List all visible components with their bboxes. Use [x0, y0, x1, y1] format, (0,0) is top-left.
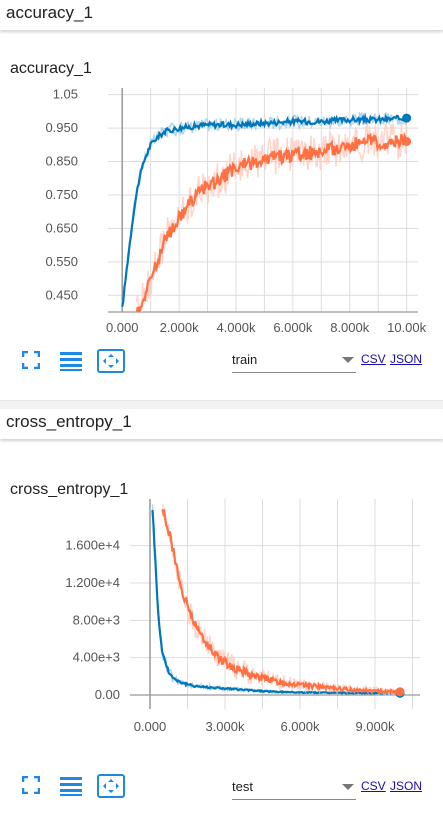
expand-chart-icon[interactable]	[97, 349, 125, 378]
series-orange	[161, 503, 401, 697]
series-shadow-line	[151, 504, 401, 696]
y-tick-label: 4.00e+3	[73, 650, 120, 665]
csv-link[interactable]: CSV	[361, 779, 386, 793]
series-line	[121, 113, 408, 307]
y-tick-label: 0.00	[95, 687, 120, 702]
json-link[interactable]: JSON	[390, 779, 423, 793]
cross-entropy-section: cross_entropy_1 cross_entropy_1 0.00 4.00…	[0, 409, 443, 809]
y-tick-label: 8.00e+3	[73, 612, 120, 627]
fit-domain-icon[interactable]	[21, 350, 41, 374]
x-tick-label: 2.000k	[160, 320, 200, 335]
series-line	[135, 131, 408, 312]
y-tick-label: 1.200e+4	[65, 575, 120, 590]
y-tick-label: 0.750	[45, 187, 78, 202]
y-tick-label: 0.550	[45, 254, 78, 269]
csv-link[interactable]: CSV	[361, 352, 386, 366]
y-tick-label: 0.650	[45, 220, 78, 235]
section-header[interactable]: cross_entropy_1	[0, 409, 443, 439]
y-tick-label: 1.600e+4	[65, 538, 120, 553]
accuracy-section: accuracy_1 accuracy_1 0.450 0.550 0.650 0.7…	[0, 0, 443, 400]
series-blue	[121, 111, 408, 307]
chevron-down-icon	[342, 784, 354, 790]
toggle-log-scale-icon[interactable]	[60, 351, 82, 376]
y-tick-label: 0.950	[45, 120, 78, 135]
y-tick-label: 1.05	[53, 87, 78, 102]
chevron-down-icon	[342, 357, 354, 363]
run-select[interactable]: test	[232, 773, 356, 800]
cross-entropy-chart[interactable]: 0.00 4.00e+3 8.00e+3 1.200e+4 1.600e+4 0.000 3…	[0, 439, 443, 809]
series-shadow-line	[161, 503, 401, 697]
x-tick-label: 0.000	[106, 320, 139, 335]
run-select[interactable]: train	[232, 346, 356, 373]
fit-domain-icon[interactable]	[21, 775, 41, 799]
chart-card: cross_entropy_1 0.00 4.00e+3 8.00e+3 1.200e…	[0, 439, 443, 809]
series-line	[161, 508, 401, 695]
series-end-point	[395, 687, 405, 697]
y-tick-label: 0.450	[45, 287, 78, 302]
toggle-log-scale-icon[interactable]	[60, 776, 82, 801]
expand-chart-icon[interactable]	[97, 774, 125, 803]
series-end-point	[402, 136, 412, 146]
chart-card: accuracy_1 0.450 0.550 0.650 0.750 0.850 0.95…	[0, 30, 443, 400]
series-line	[151, 510, 401, 696]
x-tick-label: 8.000k	[330, 320, 370, 335]
run-select-value: train	[232, 352, 258, 367]
series-orange	[135, 123, 408, 312]
y-tick-label: 0.850	[45, 154, 78, 169]
section-divider	[0, 400, 443, 409]
run-select-value: test	[232, 779, 253, 794]
series-blue	[151, 504, 401, 696]
x-tick-label: 0.000	[134, 719, 167, 734]
chart-title: accuracy_1	[10, 60, 92, 77]
x-tick-label: 10.00k	[387, 320, 427, 335]
x-tick-label: 3.000k	[205, 719, 245, 734]
x-tick-label: 6.000k	[280, 719, 320, 734]
x-tick-label: 4.000k	[216, 320, 256, 335]
x-tick-label: 6.000k	[273, 320, 313, 335]
section-header[interactable]: accuracy_1	[0, 0, 443, 30]
json-link[interactable]: JSON	[390, 352, 423, 366]
x-tick-label: 9.000k	[355, 719, 395, 734]
series-end-point	[402, 113, 412, 123]
accuracy-chart[interactable]: 0.450 0.550 0.650 0.750 0.850 0.950 1.05 0.000 2…	[0, 30, 443, 400]
chart-title: cross_entropy_1	[10, 481, 129, 498]
